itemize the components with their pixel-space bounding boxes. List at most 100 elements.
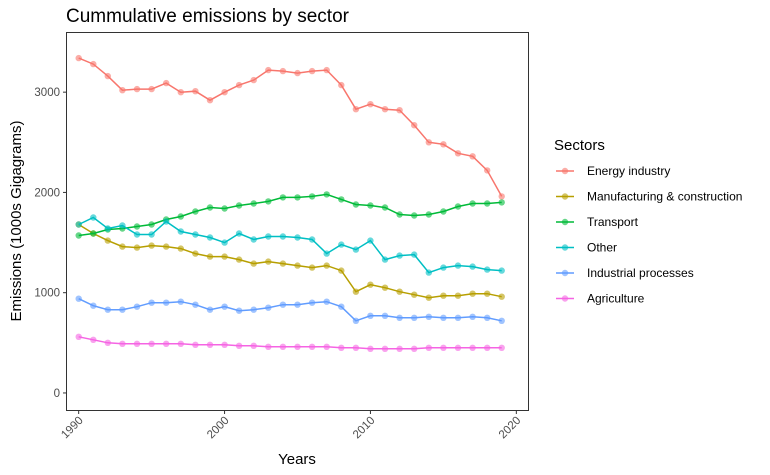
data-point [148,242,155,249]
data-point [308,193,316,200]
data-point [250,200,257,207]
legend-title: Sectors [554,137,605,154]
data-point [294,343,301,350]
data-point [206,253,214,260]
data-point [294,194,301,201]
data-point [381,204,389,211]
data-point [367,237,374,244]
chart-title: Cummulative emissions by sector [66,6,350,27]
data-point [323,66,330,74]
data-point [279,233,287,240]
data-point [498,293,505,300]
data-point [323,250,330,257]
data-point [221,341,228,348]
data-point [454,292,462,299]
data-point [206,204,214,211]
y-axis: 0 1000 2000 3000 [34,87,67,400]
data-point [75,333,82,340]
data-point [411,291,418,298]
data-point [192,208,199,215]
series-5 [75,333,505,352]
y-tick-label: 1000 [34,288,60,300]
data-point [235,230,243,237]
data-point [148,221,155,228]
data-point [265,304,272,311]
data-point [323,191,330,198]
data-point [308,299,316,306]
data-point [119,222,126,229]
data-point [396,252,403,259]
series-layer [75,54,505,352]
data-point [396,345,403,352]
data-point [250,76,257,84]
data-point [338,196,345,203]
data-point [279,260,287,267]
x-tick-label: 2000 [205,415,232,442]
data-point [411,122,418,129]
legend-item: Manufacturing & construction [556,190,742,204]
data-point [75,232,82,239]
data-point [411,314,418,321]
data-point [308,264,316,271]
data-point [279,301,287,308]
data-point [177,340,184,347]
data-point [469,153,476,160]
data-point [484,290,491,297]
data-point [119,306,126,313]
data-point [469,313,476,320]
legend-item: Industrial processes [556,266,694,280]
data-point [367,281,374,288]
data-point [469,263,476,270]
data-point [148,85,155,93]
data-point [411,212,418,219]
data-point [425,211,432,218]
data-point [381,345,389,352]
data-point [367,312,374,319]
data-point [235,202,243,209]
data-point [192,231,199,238]
data-point [104,225,112,232]
legend-item: Energy industry [556,164,670,178]
data-point [323,262,330,269]
data-point [484,314,491,321]
data-point [294,301,301,308]
data-point [265,66,272,74]
data-point [206,341,214,348]
data-point [192,301,199,308]
data-point [279,67,287,75]
data-point [192,341,199,348]
data-point [221,239,228,246]
data-point [148,340,155,347]
series-0 [75,54,505,200]
legend-key-point [561,193,569,200]
data-point [367,345,374,352]
data-point [90,302,97,309]
data-point [265,258,272,265]
legend-label: Other [587,241,617,255]
data-point [308,236,316,243]
y-axis-title: Emissions (1000s Gigagrams) [8,121,25,322]
data-point [90,214,97,221]
y-tick-label: 3000 [34,87,60,99]
data-point [352,344,360,351]
data-point [338,303,345,310]
legend-label: Manufacturing & construction [587,190,742,204]
data-point [148,231,155,238]
data-point [163,79,170,87]
data-point [440,208,447,215]
data-point [440,292,447,299]
data-point [469,344,476,351]
data-point [192,88,199,95]
data-point [206,234,214,241]
data-point [498,267,505,274]
data-point [206,97,214,104]
data-point [440,314,447,321]
data-point [338,267,345,274]
data-point [484,200,491,207]
data-point [177,89,184,96]
data-point [133,303,141,310]
data-point [133,340,141,347]
x-axis-title: Years [278,451,316,468]
data-point [235,81,243,89]
